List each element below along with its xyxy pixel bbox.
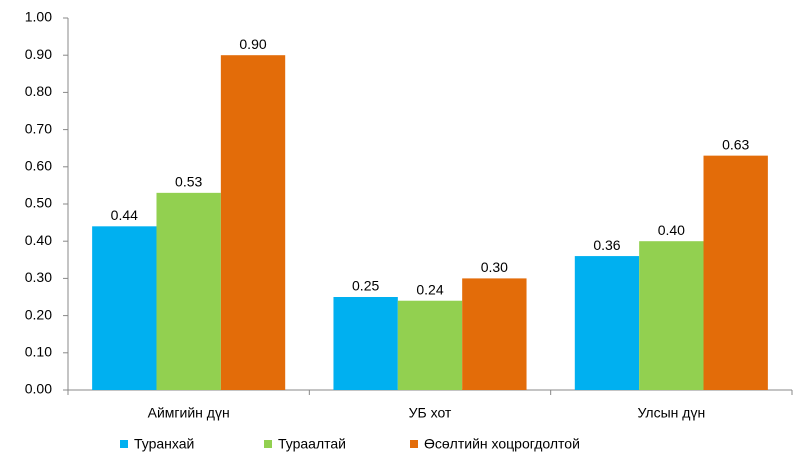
bar: [639, 241, 704, 390]
bar: [92, 226, 157, 390]
y-tick-label: 0.80: [25, 83, 52, 99]
bar: [156, 192, 221, 390]
data-label: 0.25: [352, 278, 379, 294]
legend-label: Өсөлтийн хоцрогдолтой: [424, 436, 580, 452]
data-label: 0.36: [593, 237, 620, 253]
legend-swatch: [264, 440, 272, 448]
bar: [703, 155, 768, 390]
x-tick-label: Улсын дүн: [637, 405, 705, 421]
legend-label: Тураалтай: [278, 436, 346, 452]
data-label: 0.53: [175, 174, 202, 190]
y-tick-label: 0.40: [25, 232, 52, 248]
y-tick-label: 0.30: [25, 269, 52, 285]
y-tick-label: 0.00: [25, 381, 52, 397]
bar: [397, 300, 463, 390]
legend-swatch: [410, 440, 418, 448]
bar: [220, 55, 286, 390]
legend-swatch: [120, 440, 128, 448]
data-label: 0.40: [658, 222, 685, 238]
data-label: 0.44: [111, 207, 138, 223]
y-tick-label: 0.20: [25, 306, 52, 322]
x-tick-label: УБ хот: [409, 405, 452, 421]
x-tick-label: Аймгийн дүн: [148, 405, 230, 421]
y-tick-label: 0.90: [25, 46, 52, 62]
data-label: 0.30: [481, 259, 508, 275]
data-label: 0.63: [722, 136, 749, 152]
y-tick-label: 0.60: [25, 158, 52, 174]
y-tick-label: 0.70: [25, 120, 52, 136]
data-label: 0.24: [416, 281, 443, 297]
legend-label: Туранхай: [134, 436, 194, 452]
data-label: 0.90: [239, 36, 266, 52]
y-tick-label: 0.10: [25, 344, 52, 360]
y-tick-label: 0.50: [25, 195, 52, 211]
y-tick-label: 1.00: [25, 9, 52, 25]
bar: [333, 297, 398, 390]
bar: [574, 256, 640, 390]
bar: [462, 278, 527, 390]
